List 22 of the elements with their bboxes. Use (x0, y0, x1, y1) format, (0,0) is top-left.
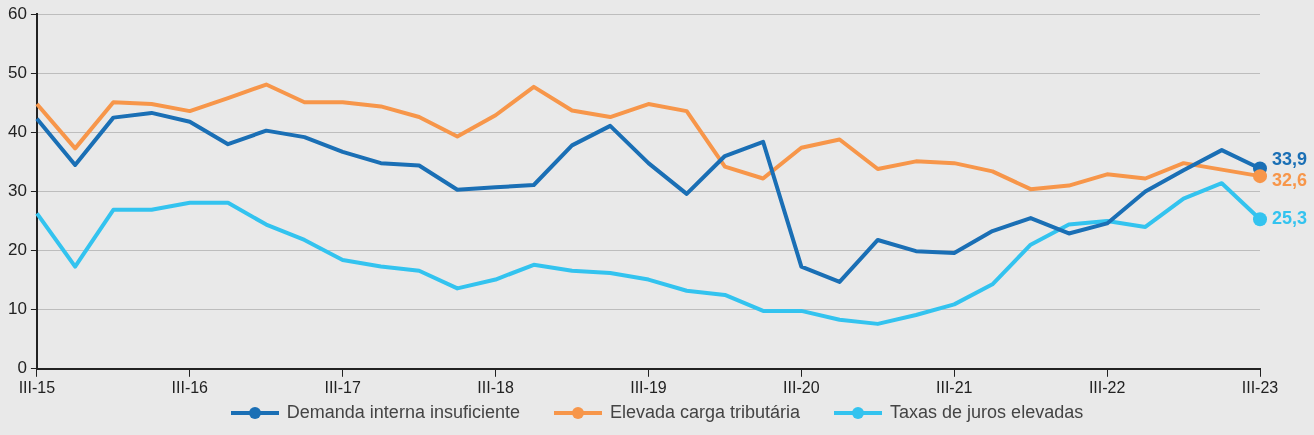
x-tick-label: III-20 (783, 378, 820, 396)
x-tick-label: III-19 (630, 378, 667, 396)
legend-label: Elevada carga tributária (609, 402, 801, 423)
y-tick-label: 20 (7, 240, 27, 260)
x-tick-label: III-22 (1088, 378, 1126, 396)
x-tick-label: III-16 (171, 378, 209, 396)
legend-label: Demanda interna insuficiente (286, 402, 520, 423)
y-tick-label: 50 (7, 62, 27, 82)
x-tick-label: III-21 (935, 378, 973, 396)
y-tick-label: 0 (17, 358, 27, 378)
data-label: 25,3 (1272, 208, 1308, 229)
y-tick-label: 10 (7, 299, 27, 319)
x-tick-label: III-15 (18, 378, 56, 396)
legend-label: Taxas de juros elevadas (890, 402, 1084, 423)
data-label: 33,9 (1272, 149, 1308, 170)
x-tick-label: III-17 (324, 378, 362, 396)
x-tick-label: III-18 (477, 378, 514, 396)
y-tick-label: 30 (7, 181, 27, 201)
x-tick-label: III-23 (1241, 378, 1279, 396)
y-tick-label: 40 (7, 122, 27, 142)
data-label: 32,6 (1272, 170, 1308, 191)
y-tick-label: 60 (7, 3, 27, 23)
